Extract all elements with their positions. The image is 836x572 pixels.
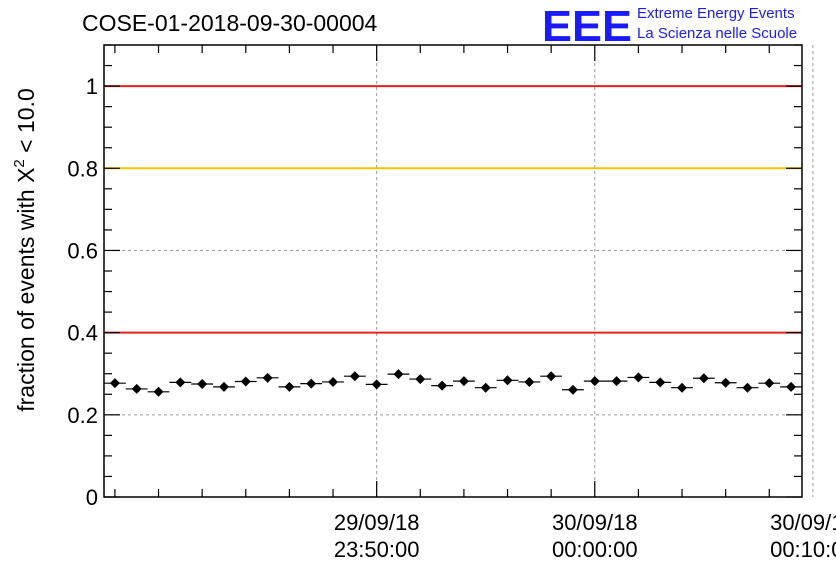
data-point — [431, 380, 453, 391]
grid — [104, 45, 814, 497]
data-point — [256, 372, 279, 383]
data-point — [474, 382, 497, 393]
data-point-marker — [175, 377, 186, 388]
y-axis-label: fraction of events with X2 < 10.0 — [11, 88, 39, 412]
reference-lines — [104, 85, 802, 334]
data-point-marker — [698, 373, 709, 384]
y-tick-label: 0.8 — [67, 156, 98, 181]
data-point — [671, 382, 693, 393]
data-point-marker — [764, 378, 775, 389]
data-point — [147, 386, 170, 397]
data-point — [213, 381, 235, 392]
data-point-marker — [633, 372, 644, 383]
data-point-marker — [328, 376, 339, 387]
data-point-marker — [218, 381, 229, 392]
data-point — [562, 384, 584, 395]
data-point-marker — [306, 378, 317, 389]
data-point — [234, 376, 257, 387]
data-point-marker — [742, 382, 753, 393]
x-tick-label-time: 00:00:00 — [552, 537, 638, 562]
x-tick-label-time: 23:50:00 — [334, 537, 420, 562]
data-point — [605, 376, 628, 387]
data-point-marker — [393, 369, 404, 380]
data-point — [125, 383, 148, 394]
data-point-marker — [371, 379, 382, 390]
data-point-marker — [153, 386, 164, 397]
data-point — [191, 379, 214, 389]
data-point-marker — [720, 377, 731, 388]
data-point — [736, 382, 759, 393]
data-point-marker — [284, 381, 295, 392]
data-point-marker — [589, 376, 600, 387]
eee-logo-line2: La Scienza nelle Scuole — [637, 25, 797, 42]
x-tick-label-date: 29/09/18 — [334, 510, 420, 535]
data-point — [278, 381, 301, 392]
data-point-marker — [437, 380, 448, 391]
data-point-marker — [262, 372, 273, 383]
data-point — [343, 371, 366, 382]
data-point — [714, 377, 737, 388]
eee-logo: EEE Extreme Energy Events La Scienza nel… — [542, 2, 797, 51]
data-point — [583, 376, 606, 387]
data-point-marker — [349, 371, 360, 382]
data-point-marker — [546, 371, 557, 382]
x-tick-label-date: 30/09/18 — [552, 510, 638, 535]
chart-title: COSE-01-2018-09-30-00004 — [82, 10, 378, 36]
eee-logo-line1: Extreme Energy Events — [637, 5, 795, 22]
data-point — [104, 378, 126, 389]
data-point-marker — [197, 379, 208, 389]
data-point — [387, 369, 410, 380]
data-point — [518, 376, 541, 387]
data-point-marker — [131, 383, 142, 394]
data-point-marker — [415, 374, 426, 385]
data-points — [104, 369, 802, 397]
y-axis-label-superscript: 2 — [11, 159, 28, 167]
y-axis-label-suffix: < 10.0 — [13, 88, 39, 159]
data-point-marker — [524, 376, 535, 387]
data-point-marker — [480, 382, 491, 393]
data-point-marker — [240, 376, 251, 387]
data-point-marker — [786, 381, 797, 392]
data-point — [496, 375, 519, 386]
y-tick-label: 1 — [86, 74, 98, 99]
x-tick-label-date: 30/09/18 — [770, 510, 836, 535]
y-tick-label: 0.2 — [67, 403, 98, 428]
y-axis-label-main: fraction of events with X — [13, 168, 39, 412]
y-tick-label: 0.6 — [67, 238, 98, 263]
plot-frame — [103, 44, 803, 498]
eee-logo-mark: EEE — [542, 2, 632, 51]
data-point — [169, 377, 192, 388]
data-point — [780, 381, 802, 392]
data-point — [453, 376, 475, 387]
data-point — [758, 378, 781, 389]
y-tick-label: 0 — [86, 485, 98, 510]
y-tick-label: 0.4 — [67, 321, 98, 346]
data-point — [540, 371, 563, 382]
data-point-marker — [655, 377, 666, 388]
data-point-marker — [458, 376, 469, 387]
axes: 00.20.40.60.8129/09/1823:50:0030/09/1800… — [67, 44, 836, 562]
data-point-marker — [611, 376, 622, 387]
x-tick-label-time: 00:10:00 — [770, 537, 836, 562]
data-point — [409, 374, 432, 385]
data-point — [692, 373, 715, 384]
data-point — [627, 372, 650, 383]
data-point-marker — [567, 384, 578, 395]
data-point — [300, 378, 323, 389]
data-point — [365, 379, 388, 390]
data-point-marker — [502, 375, 513, 386]
data-point-marker — [677, 382, 688, 393]
data-point-marker — [109, 378, 120, 389]
data-point — [322, 376, 344, 387]
data-point — [649, 377, 672, 388]
